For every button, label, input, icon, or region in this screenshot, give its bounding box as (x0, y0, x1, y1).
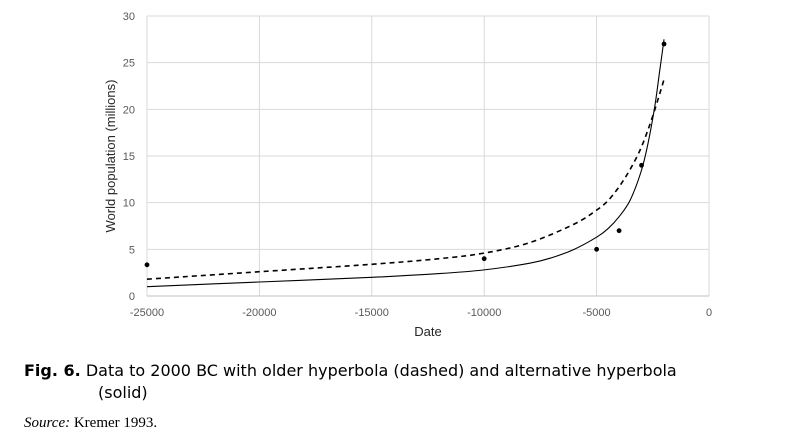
data-point (481, 256, 487, 262)
y-tick-label: 0 (129, 291, 135, 303)
data-points (144, 41, 667, 268)
y-tick-label: 10 (123, 198, 135, 210)
y-tick-label: 20 (123, 104, 135, 116)
y-tick-label: 15 (123, 151, 135, 163)
x-tick-labels: -25000 -20000 -15000 -10000 -5000 0 (130, 307, 712, 319)
y-tick-label: 30 (123, 11, 135, 23)
hyperbola-curves (146, 39, 665, 288)
caption-line-1: Data to 2000 BC with older hyperbola (da… (85, 361, 677, 380)
y-tick-labels: 0 5 10 15 20 25 30 (123, 11, 135, 303)
data-point (616, 228, 622, 234)
data-point (661, 41, 667, 47)
y-axis-title: World population (millions) (103, 80, 118, 233)
caption-line-2: (solid) (98, 383, 148, 402)
alternative-hyperbola-line (146, 39, 665, 288)
x-tick-label: -25000 (130, 307, 164, 319)
older-hyperbola-line (146, 79, 665, 280)
y-tick-label: 5 (129, 244, 135, 256)
y-tick-label: 25 (123, 58, 135, 70)
population-chart: -25000 -20000 -15000 -10000 -5000 0 0 5 10 15 20 2… (103, 11, 712, 339)
x-tick-label: -5000 (583, 307, 611, 319)
data-point (639, 162, 644, 168)
gridlines (146, 15, 710, 296)
x-tick-label: -10000 (467, 307, 501, 319)
x-axis-title: Date (414, 324, 441, 339)
figure-label: Fig. 6. (24, 361, 81, 380)
figure-caption: Fig. 6. Data to 2000 BC with older hyper… (24, 360, 794, 404)
x-tick-label: -20000 (242, 307, 276, 319)
x-tick-label: 0 (706, 307, 712, 319)
data-point (594, 246, 599, 252)
source-text: Kremer 1993. (73, 415, 158, 431)
data-point (144, 262, 150, 268)
source-note: Source: Kremer 1993. (24, 415, 157, 432)
source-label: Source: (24, 415, 71, 431)
x-tick-label: -15000 (355, 307, 389, 319)
